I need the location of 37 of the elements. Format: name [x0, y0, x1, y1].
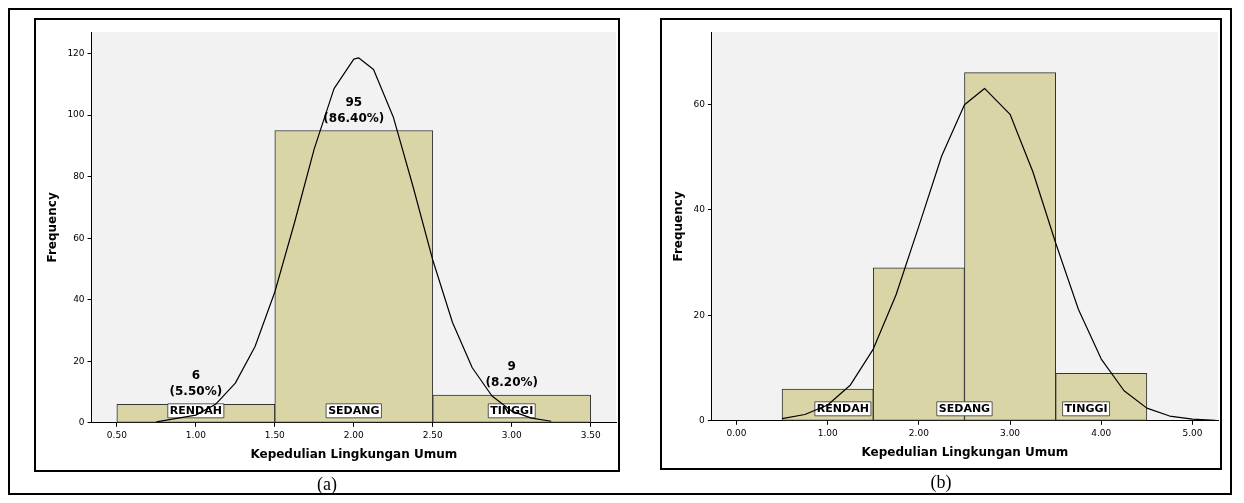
x-axis-title: Kepedulian Lingkungan Umum [861, 444, 1069, 459]
x-tick-label: 0.00 [726, 427, 747, 438]
y-tick-label: 20 [73, 355, 85, 366]
y-tick-label: 20 [693, 309, 706, 320]
y-axis-title: Frequency [45, 192, 60, 263]
x-axis-title: Kepedulian Lingkungan Umum [250, 446, 458, 461]
y-tick-label: 80 [73, 170, 85, 181]
y-tick-label: 60 [73, 232, 85, 243]
y-tick-label: 40 [693, 204, 706, 215]
x-tick-label: 1.50 [264, 429, 286, 440]
x-tick-label: 2.00 [343, 429, 365, 440]
data-label: 6 (5.50%) [169, 368, 223, 399]
y-axis-title: Frequency [671, 191, 686, 262]
annotation: SEDANG [328, 403, 380, 417]
text: (a) [317, 474, 337, 495]
y-tick-label: 120 [67, 47, 85, 58]
y-tick-label: 100 [67, 109, 85, 120]
x-tick-label: 3.00 [1000, 427, 1021, 438]
x-tick-label: 1.00 [185, 429, 207, 440]
x-tick-label: 3.00 [501, 429, 523, 440]
data-label: 9 (8.20%) [485, 359, 539, 390]
x-tick-label: 4.00 [1091, 427, 1112, 438]
x-tick-label: 0.50 [106, 429, 128, 440]
y-tick-label: 0 [78, 417, 85, 428]
x-tick-label: 1.00 [817, 427, 838, 438]
x-tick-label: 2.00 [908, 427, 930, 438]
x-tick-label: 2.50 [422, 429, 444, 440]
y-tick-label: 60 [693, 98, 706, 109]
annotation: SEDANG [938, 401, 991, 415]
x-tick-label: 3.50 [580, 429, 602, 440]
annotation: RENDAH [816, 401, 869, 415]
text: (b) [930, 472, 952, 493]
y-tick-label: 40 [73, 294, 85, 305]
y-tick-label: 0 [699, 415, 706, 426]
data-label: 95 (86.40%) [323, 94, 385, 125]
x-tick-label: 5.00 [1182, 427, 1203, 438]
annotation: TINGGI [1064, 401, 1108, 415]
